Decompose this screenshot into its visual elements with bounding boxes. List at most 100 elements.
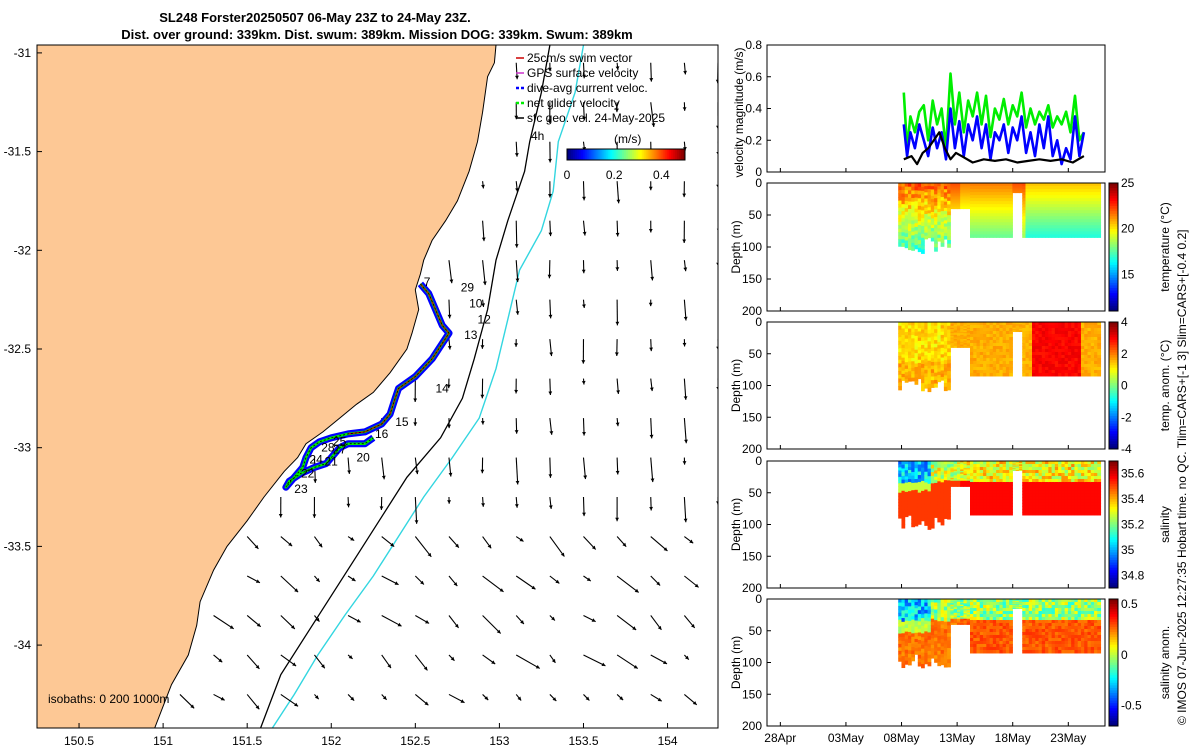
section-cell bbox=[1022, 487, 1026, 492]
section-cell bbox=[1009, 608, 1013, 612]
section-cell bbox=[1038, 646, 1043, 651]
map-xtick-label: 152.5 bbox=[400, 734, 430, 748]
colorbar-cell bbox=[590, 149, 593, 160]
section-colorbar-cell bbox=[1109, 275, 1118, 279]
section-cell bbox=[1022, 481, 1026, 486]
section-colorbar-cell bbox=[1109, 332, 1118, 336]
section-cell bbox=[921, 474, 925, 479]
section-cell bbox=[1018, 189, 1023, 191]
section-cell bbox=[953, 470, 958, 473]
section-cell bbox=[917, 639, 922, 645]
section-cell bbox=[960, 341, 964, 344]
section-cell bbox=[1064, 354, 1069, 359]
section-cell bbox=[947, 204, 951, 209]
section-cell bbox=[1009, 481, 1013, 486]
section-cell bbox=[960, 610, 964, 613]
section-cell bbox=[1009, 322, 1013, 326]
section-cell bbox=[1025, 634, 1030, 639]
section-cell bbox=[940, 613, 945, 618]
section-colorbar-cell bbox=[1109, 370, 1118, 374]
geo-arrow-head bbox=[514, 504, 519, 508]
section-cell bbox=[1028, 499, 1033, 504]
section-cell bbox=[1018, 325, 1023, 327]
section-cell bbox=[930, 380, 935, 385]
section-cell bbox=[1018, 322, 1023, 324]
section-cell bbox=[976, 605, 981, 609]
section-cell bbox=[947, 215, 951, 220]
section-cell bbox=[1035, 616, 1040, 621]
section-cell bbox=[1084, 186, 1088, 190]
section-cell bbox=[963, 323, 968, 326]
section-cell bbox=[904, 656, 909, 662]
section-cell bbox=[898, 207, 902, 212]
section-cell bbox=[1025, 189, 1030, 193]
section-cell bbox=[914, 215, 919, 221]
section-cell bbox=[1045, 616, 1049, 621]
section-cell bbox=[986, 508, 991, 513]
section-cell bbox=[986, 234, 991, 238]
section-cell bbox=[1038, 484, 1043, 489]
section-cell bbox=[979, 195, 984, 199]
section-cell bbox=[1094, 192, 1098, 196]
section-cell bbox=[976, 360, 981, 365]
section-cell bbox=[1094, 484, 1098, 489]
section-cell bbox=[992, 322, 997, 326]
section-cell bbox=[1045, 649, 1049, 654]
section-cell bbox=[1054, 464, 1059, 468]
geo-arrow-head bbox=[447, 500, 451, 504]
section-cell bbox=[917, 186, 922, 192]
section-cell bbox=[924, 486, 929, 491]
geo-arrow-head bbox=[255, 579, 260, 583]
geo-arrow-head bbox=[321, 664, 325, 669]
section-cell bbox=[1032, 602, 1036, 606]
section-cell bbox=[1002, 333, 1007, 338]
section-cell bbox=[976, 369, 981, 374]
section-cell bbox=[1015, 461, 1020, 463]
colorbar-cell bbox=[635, 149, 639, 160]
section-cell bbox=[956, 482, 961, 485]
section-cell bbox=[1002, 189, 1007, 193]
section-cell bbox=[960, 195, 964, 198]
geo-arrow-head bbox=[615, 66, 620, 70]
section-cell bbox=[976, 207, 981, 211]
section-cell bbox=[1005, 216, 1010, 220]
section-cell bbox=[1061, 192, 1066, 196]
section-cell bbox=[1051, 345, 1056, 350]
section-cell bbox=[1064, 198, 1069, 202]
section-cell bbox=[970, 608, 974, 612]
section-cell bbox=[924, 223, 929, 227]
section-cell bbox=[966, 484, 971, 487]
geo-arrow-head bbox=[481, 184, 485, 189]
section-cell bbox=[1032, 195, 1036, 199]
section-cell bbox=[963, 482, 968, 485]
section-cell bbox=[927, 613, 932, 619]
section-cell bbox=[1071, 360, 1075, 365]
section-cell bbox=[1035, 631, 1040, 636]
section-colorbar-tick-label: 35.6 bbox=[1121, 467, 1145, 481]
section-cell bbox=[924, 362, 929, 367]
section-cell bbox=[966, 194, 971, 197]
section-cell bbox=[976, 372, 981, 377]
section-cell bbox=[914, 461, 919, 466]
section-cell bbox=[934, 476, 938, 481]
section-cell bbox=[989, 366, 994, 371]
section-cell bbox=[960, 202, 964, 205]
section-cell bbox=[917, 517, 922, 522]
geo-arrow bbox=[616, 654, 639, 669]
section-cell bbox=[960, 466, 964, 469]
section-cell bbox=[937, 488, 942, 492]
section-cell bbox=[1005, 342, 1010, 347]
section-cell bbox=[956, 475, 961, 478]
section-colorbar-tick-label: 35.2 bbox=[1121, 518, 1145, 532]
section-cell bbox=[1032, 484, 1036, 489]
section-cell bbox=[1015, 469, 1020, 471]
section-cell bbox=[973, 640, 978, 645]
section-cell bbox=[1090, 351, 1095, 356]
section-cell bbox=[943, 663, 948, 668]
section-cell bbox=[904, 348, 909, 353]
section-cell bbox=[963, 461, 968, 463]
section-cell bbox=[907, 503, 912, 507]
section-cell bbox=[1077, 363, 1082, 368]
section-ytick-label: 200 bbox=[742, 442, 762, 456]
section-cell bbox=[1009, 649, 1013, 654]
